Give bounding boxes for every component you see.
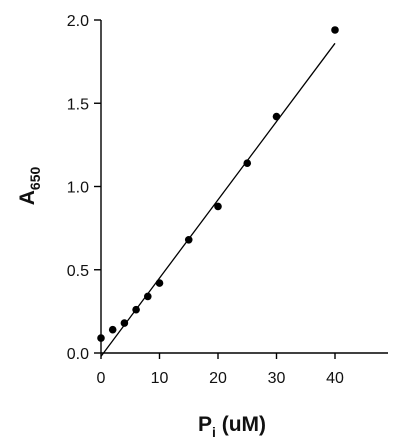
x-tick-label: 10 <box>151 370 169 387</box>
x-axis-title: Pi (uM) <box>198 413 266 440</box>
x-axis-title-subscript: i <box>212 424 216 440</box>
y-tick-label: 0.5 <box>67 263 89 280</box>
x-tick-label: 30 <box>268 370 286 387</box>
x-tick-label: 20 <box>209 370 227 387</box>
x-axis: 0 10 20 30 40 <box>97 352 388 387</box>
plot-area <box>97 26 339 357</box>
data-point <box>243 159 252 167</box>
data-point <box>132 305 140 314</box>
y-axis-title-main: A <box>16 190 39 205</box>
y-tick-label: 1.0 <box>67 180 89 197</box>
y-tick-label: 0.0 <box>67 346 89 363</box>
fit-line <box>100 42 336 357</box>
data-point <box>144 292 152 301</box>
y-axis-title-subscript: 650 <box>27 167 43 191</box>
x-axis-title-main: P <box>198 413 212 436</box>
data-point <box>272 112 281 121</box>
x-axis-title-suffix: (uM) <box>216 413 266 436</box>
y-axis: 0.0 0.5 1.0 1.5 2.0 <box>67 13 102 363</box>
data-point <box>184 235 193 244</box>
y-tick-label: 1.5 <box>67 96 89 113</box>
data-point <box>108 325 117 334</box>
data-point <box>331 26 339 34</box>
x-tick-label: 40 <box>326 370 344 387</box>
data-point <box>214 202 222 211</box>
data-point <box>120 319 129 327</box>
y-axis-title: A650 <box>16 167 43 206</box>
data-point <box>155 279 164 287</box>
y-tick-label: 2.0 <box>67 13 89 30</box>
x-tick-label: 0 <box>97 370 106 387</box>
